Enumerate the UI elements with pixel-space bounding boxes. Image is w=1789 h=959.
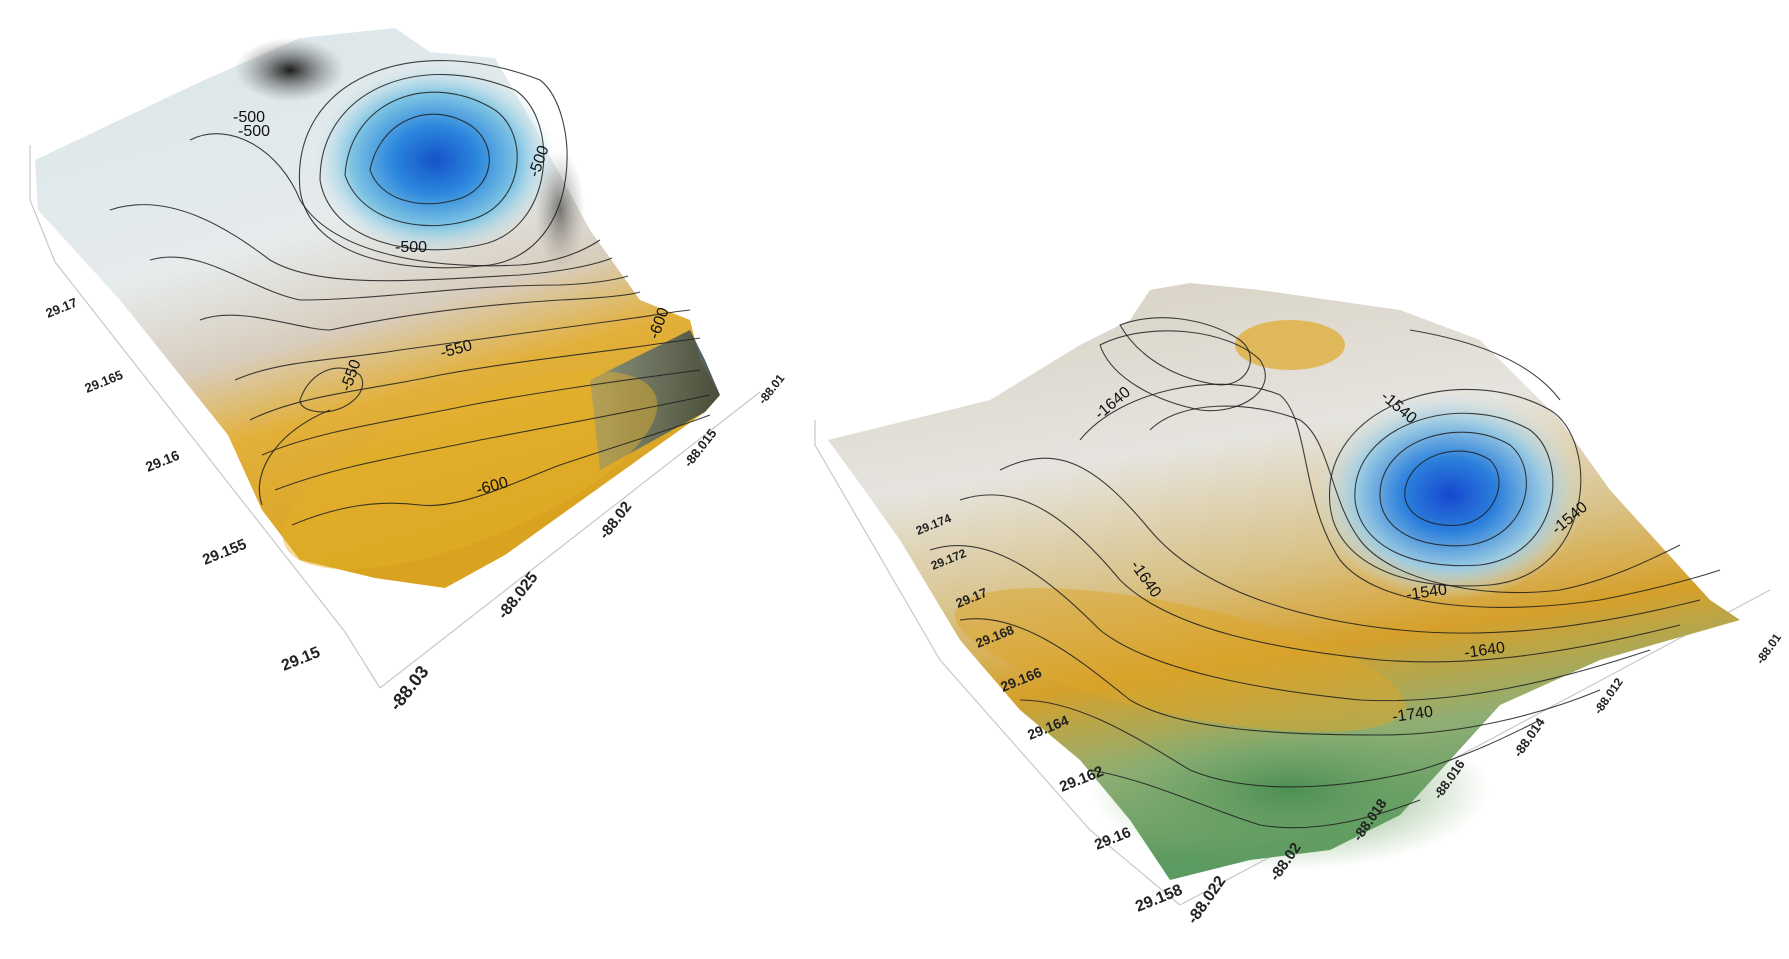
left-lat-tick: 29.15 xyxy=(279,644,323,675)
left-contour-label: -500 xyxy=(233,109,265,126)
left-surface-plot: -500 -500 -500 -500 -550 -550 -600 -600 … xyxy=(29,28,788,715)
left-lat-tick: 29.155 xyxy=(200,536,249,569)
right-lon-tick: -88.022 xyxy=(1184,873,1229,927)
right-lon-tick: -88.014 xyxy=(1510,714,1548,759)
right-blue-high xyxy=(1315,390,1585,600)
left-lon-tick: -88.015 xyxy=(681,426,720,470)
left-dark-pit xyxy=(235,38,345,102)
left-lon-tick: -88.03 xyxy=(385,662,432,715)
left-contour-label: -500 xyxy=(395,239,427,256)
right-contour-label: -1540 xyxy=(1405,581,1448,604)
right-contours xyxy=(929,317,1721,829)
left-contour-label: -500 xyxy=(238,123,270,140)
left-lat-tick: 29.16 xyxy=(143,447,182,475)
left-lat-tick: 29.17 xyxy=(44,295,80,321)
right-yellow-band xyxy=(1235,320,1345,370)
right-lon-tick: -88.012 xyxy=(1591,675,1626,717)
right-lat-tick: 29.158 xyxy=(1133,882,1185,916)
left-shadow-ridge xyxy=(535,150,585,270)
left-axes xyxy=(29,145,761,689)
left-lon-tick: -88.02 xyxy=(596,498,636,542)
left-lon-tick: -88.025 xyxy=(495,569,542,622)
right-yellow-band xyxy=(954,588,1406,732)
left-cliff xyxy=(590,330,720,470)
right-contour-label: -1640 xyxy=(1463,639,1506,662)
right-surface-plot: -1640 -1540 -1640 -1540 -1540 -1640 -174… xyxy=(814,283,1784,927)
right-contour-label: -1740 xyxy=(1391,703,1434,726)
left-yellow-band xyxy=(282,370,658,570)
left-contours xyxy=(109,60,711,526)
right-green-deep xyxy=(1090,710,1490,870)
left-lon-tick: -88.01 xyxy=(755,371,787,407)
left-lat-tick: 29.165 xyxy=(83,367,125,396)
right-lon-tick: -88.01 xyxy=(1753,631,1784,667)
